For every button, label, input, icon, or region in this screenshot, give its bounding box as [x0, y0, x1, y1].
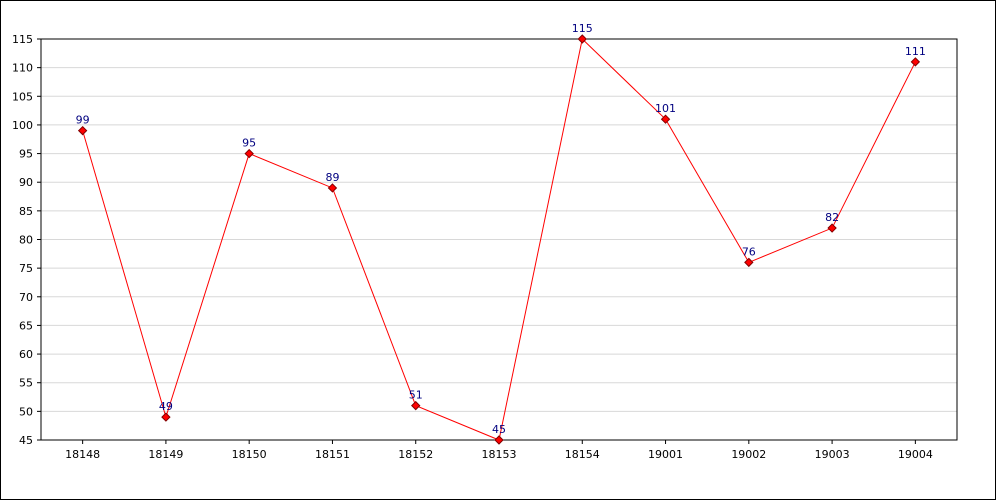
data-label: 76 [742, 245, 756, 258]
x-tick-label: 18154 [565, 448, 600, 461]
data-label: 111 [905, 45, 926, 58]
data-point [660, 114, 671, 124]
x-tick-label: 18149 [148, 448, 183, 461]
y-tick-label: 80 [19, 234, 33, 247]
data-labels: 99 49 95 89 51 45 115 101 76 82 111 [76, 22, 926, 436]
y-tick-label: 45 [19, 434, 33, 447]
y-tick-label: 90 [19, 176, 33, 189]
data-label: 101 [655, 102, 676, 115]
gridlines [41, 67, 957, 412]
data-point [411, 400, 421, 411]
x-tick-label: 18148 [65, 448, 100, 461]
x-tick-label: 18153 [482, 448, 517, 461]
y-tick-label: 110 [12, 62, 33, 75]
data-point [244, 148, 254, 159]
data-label: 115 [572, 22, 593, 35]
y-tick-label: 55 [19, 377, 33, 390]
data-point [494, 435, 504, 445]
data-label: 51 [409, 389, 423, 402]
x-tick-label: 18151 [315, 448, 350, 461]
data-point [744, 257, 754, 268]
data-label: 82 [825, 211, 839, 224]
y-tick-label: 65 [19, 319, 33, 332]
x-tick-label: 18150 [232, 448, 267, 461]
y-tick-label: 75 [19, 262, 33, 275]
data-point [161, 412, 171, 422]
x-tick-label: 19004 [898, 448, 933, 461]
data-label: 95 [242, 137, 256, 150]
data-label: 99 [76, 114, 90, 127]
data-point [327, 183, 338, 193]
data-point [910, 57, 921, 67]
x-axis-ticks: 18148 18149 18150 18151 18152 18153 18154 19001… [65, 440, 933, 461]
data-point [577, 34, 587, 44]
y-tick-label: 85 [19, 205, 33, 218]
y-tick-label: 105 [12, 90, 33, 103]
data-point [827, 223, 837, 233]
y-axis-ticks: 45 50 55 60 65 70 75 80 85 90 95 100 105 110 115 [12, 33, 41, 447]
x-tick-label: 19002 [731, 448, 766, 461]
x-tick-label: 19003 [815, 448, 850, 461]
y-tick-label: 70 [19, 291, 33, 304]
series-layer [77, 34, 921, 445]
data-label: 89 [325, 171, 339, 184]
y-tick-label: 100 [12, 119, 33, 132]
data-label: 45 [492, 423, 506, 436]
y-tick-label: 50 [19, 405, 33, 418]
data-point [77, 125, 88, 136]
y-tick-label: 115 [12, 33, 33, 46]
data-label: 49 [159, 400, 173, 413]
y-tick-label: 60 [19, 348, 33, 361]
x-tick-label: 18152 [398, 448, 433, 461]
y-tick-label: 95 [19, 148, 33, 161]
x-tick-label: 19001 [648, 448, 683, 461]
